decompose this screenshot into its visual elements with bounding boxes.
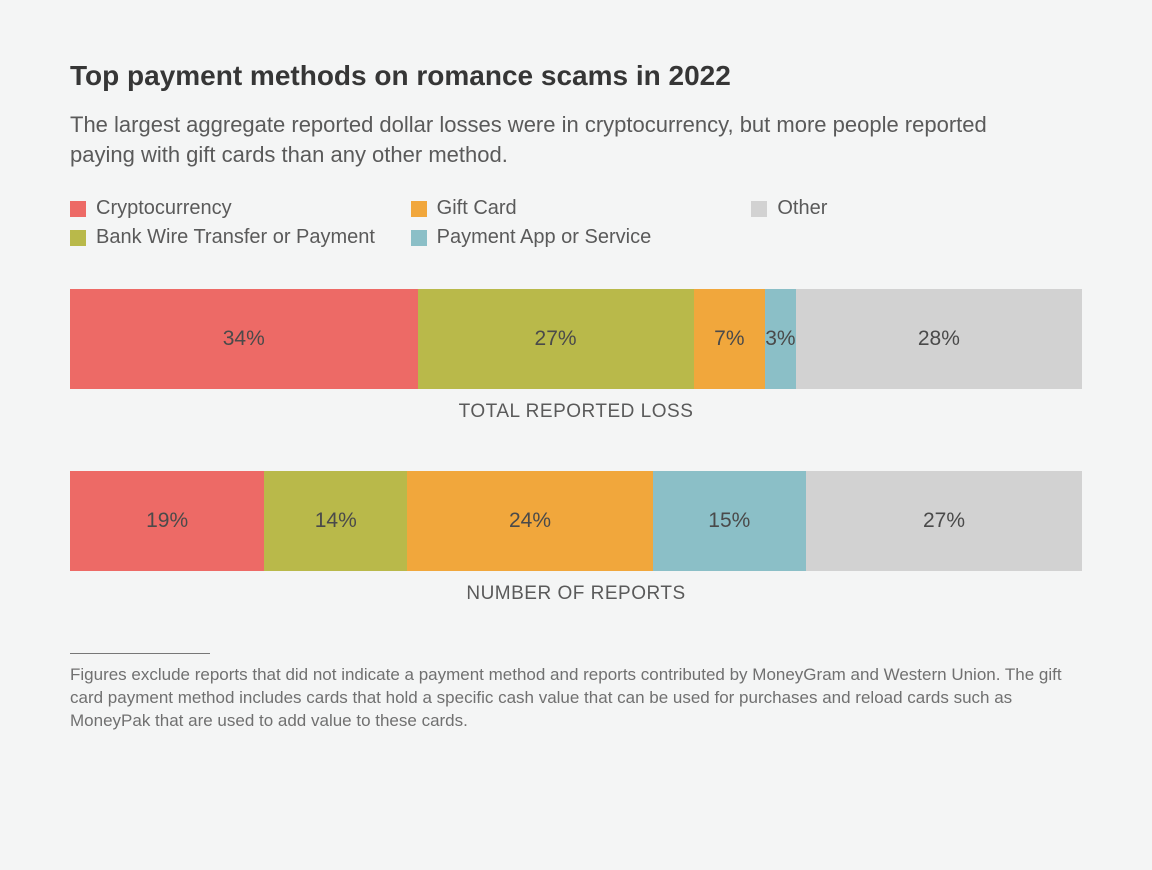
stacked-bar-1: 19%14%24%15%27% bbox=[70, 471, 1082, 571]
charts-container: 34%27%7%3%28%TOTAL REPORTED LOSS19%14%24… bbox=[70, 289, 1082, 605]
bar-segment-other: 28% bbox=[796, 289, 1082, 389]
legend-swatch-bankwire bbox=[70, 230, 86, 246]
legend-label-other: Other bbox=[777, 197, 827, 220]
legend-item-other: Other bbox=[751, 197, 1082, 220]
bar-segment-crypto: 34% bbox=[70, 289, 418, 389]
chart-title: Top payment methods on romance scams in … bbox=[70, 60, 1082, 92]
legend-item-giftcard: Gift Card bbox=[411, 197, 742, 220]
bar-label-0: TOTAL REPORTED LOSS bbox=[70, 401, 1082, 423]
legend-swatch-other bbox=[751, 201, 767, 217]
bar-segment-bankwire: 27% bbox=[418, 289, 694, 389]
footnote: Figures exclude reports that did not ind… bbox=[70, 664, 1070, 733]
bar-segment-other: 27% bbox=[806, 471, 1082, 571]
legend-swatch-crypto bbox=[70, 201, 86, 217]
bar-segment-bankwire: 14% bbox=[264, 471, 407, 571]
legend-swatch-giftcard bbox=[411, 201, 427, 217]
footnote-divider bbox=[70, 653, 210, 654]
legend-item-bankwire: Bank Wire Transfer or Payment bbox=[70, 226, 401, 249]
bar-segment-crypto: 19% bbox=[70, 471, 264, 571]
legend-item-payapp: Payment App or Service bbox=[411, 226, 742, 249]
legend-label-crypto: Cryptocurrency bbox=[96, 197, 232, 220]
legend-label-bankwire: Bank Wire Transfer or Payment bbox=[96, 226, 375, 249]
bar-label-1: NUMBER OF REPORTS bbox=[70, 583, 1082, 605]
bar-segment-payapp: 3% bbox=[765, 289, 796, 389]
chart-subtitle: The largest aggregate reported dollar lo… bbox=[70, 110, 1050, 169]
legend-label-payapp: Payment App or Service bbox=[437, 226, 652, 249]
stacked-bar-0: 34%27%7%3%28% bbox=[70, 289, 1082, 389]
legend-item-crypto: Cryptocurrency bbox=[70, 197, 401, 220]
legend-label-giftcard: Gift Card bbox=[437, 197, 517, 220]
legend: Cryptocurrency Gift Card Other Bank Wire Tr… bbox=[70, 197, 1082, 249]
legend-swatch-payapp bbox=[411, 230, 427, 246]
bar-segment-giftcard: 24% bbox=[407, 471, 652, 571]
bar-segment-giftcard: 7% bbox=[694, 289, 766, 389]
bar-segment-payapp: 15% bbox=[653, 471, 806, 571]
